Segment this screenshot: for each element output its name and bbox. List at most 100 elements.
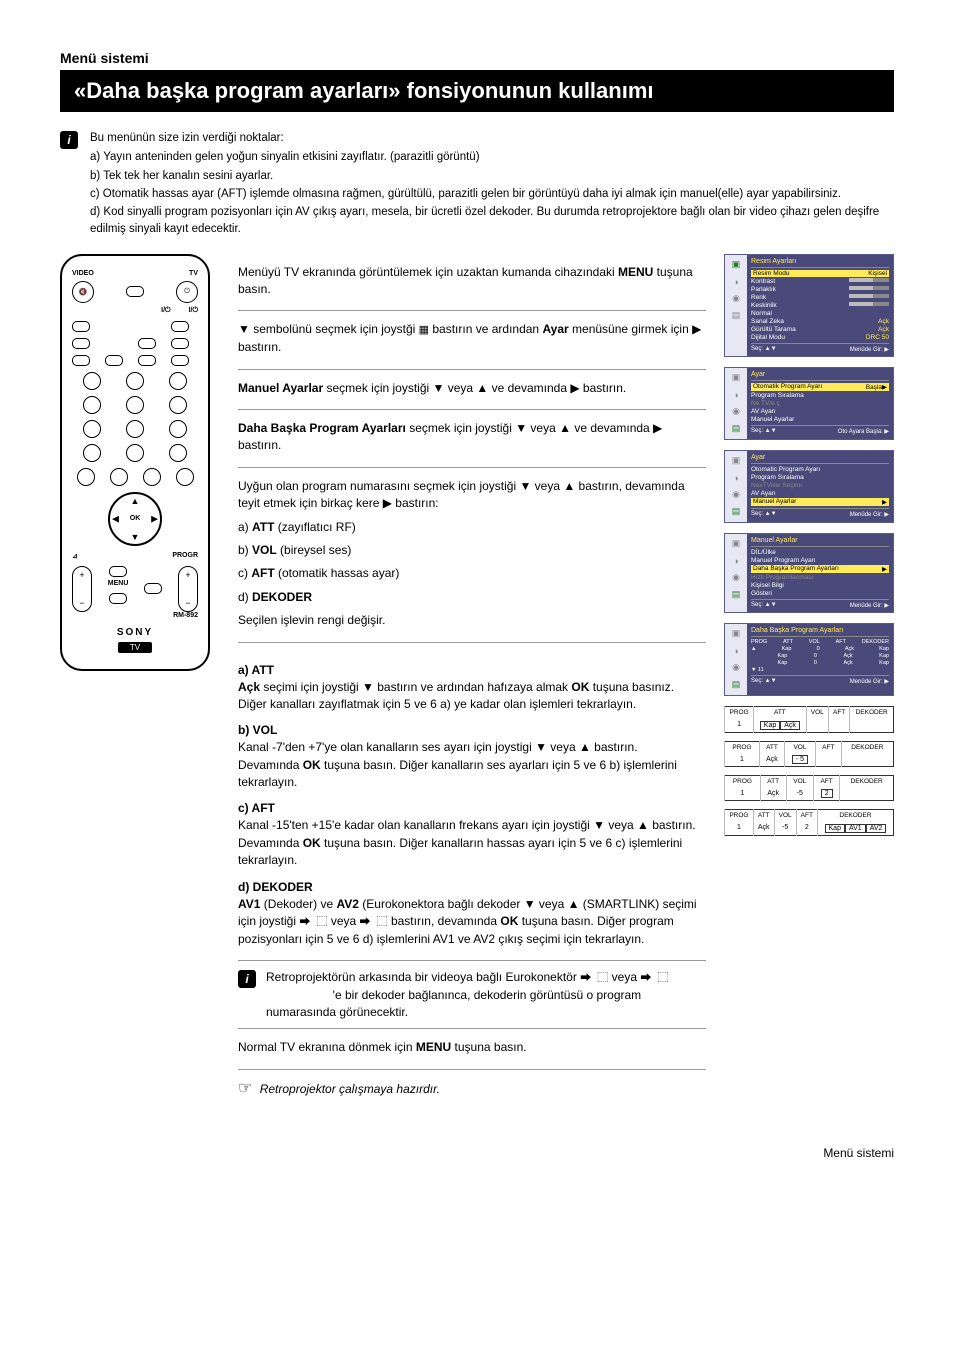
sub-label: ATT (252, 520, 274, 534)
step-text: ▼ sembolünü seçmek için joystği (238, 322, 419, 336)
mini-th: DEKODER (850, 706, 894, 718)
sub-heading: a) ATT (238, 663, 702, 677)
remote-joystick: ▲ ▼ ◀ ▶ OK (108, 492, 162, 546)
step-6b: b) VOL Kanal -7'den +7'ye olan kanalları… (238, 723, 702, 791)
remote-brand: SONY (72, 627, 198, 638)
info-icon: i (238, 970, 256, 988)
remote-btn (144, 583, 162, 594)
screen-sidebar: ▣◑◉▤ (725, 255, 747, 356)
screens-column: ▣◑◉▤Resim AyarlarıResim ModuKişiselKontr… (724, 254, 894, 844)
mini-th: VOL (806, 706, 828, 718)
remote-prog-rocker: +− (178, 566, 198, 612)
intro-block: i Bu menünün size izin verdiği noktalar:… (60, 130, 894, 240)
mini-th: AFT (813, 775, 839, 787)
screen-side-icon: ◉ (728, 571, 744, 585)
remote-menu-btn (109, 566, 127, 577)
screen-footer: Seç: ▲▼Menüde Gir: ▶ (751, 508, 889, 518)
step-sub: d) DEKODER (238, 589, 702, 606)
intro-lead: Bu menünün size izin verdiği noktalar: (90, 130, 894, 147)
sub-heading: b) VOL (238, 723, 702, 737)
screen-line: AV Ayarı (751, 490, 889, 497)
step-tail: Seçilen işlevin rengi değişir. (238, 612, 702, 629)
screen-sidebar: ▣◑◉▤ (725, 624, 747, 695)
screen-title: Daha Başka Program Ayarları (751, 627, 889, 637)
remote-video-label: VIDEO (72, 270, 94, 277)
joystick-left-icon: ◀ (112, 513, 119, 524)
step-6: a) ATT Açk seçimi için joystiği ▼ bastır… (238, 643, 706, 962)
remote-num-btn (83, 444, 101, 462)
remote-btn (72, 338, 90, 349)
screen-line: AV Ayarı (751, 408, 889, 415)
osd-screen: ▣◑◉▤Manuel AyarlarDİL/ÜlkeManuel Program… (724, 533, 894, 613)
screen-side-icon: ◑ (728, 554, 744, 568)
remote-num-btn (83, 396, 101, 414)
sub-text: (zayıflatıcı RF) (274, 520, 355, 534)
hand-icon: ☞ (238, 1080, 252, 1097)
screen-side-icon: ▤ (728, 588, 744, 602)
screen-line: Program Sıralama (751, 474, 889, 481)
mini-th: AFT (815, 741, 841, 753)
remote-btn (77, 468, 95, 486)
remote-btn (109, 593, 127, 604)
remote-btn (72, 355, 90, 366)
step-text: seçmek için joystiği ▼ veya ▲ ve devamın… (323, 381, 626, 395)
mini-th: ATT (753, 809, 774, 821)
screen-line: Kişisel Bilgi (751, 582, 889, 589)
remote-power-label: I/⏻ (161, 307, 170, 315)
step-bold: Daha Başka Program Ayarları (238, 421, 406, 435)
step-sub: b) VOL (bireysel ses) (238, 542, 702, 559)
screen-side-icon: ▤ (728, 505, 744, 519)
screen-line: Sanal ZekaAçk (751, 318, 889, 325)
bold-inline: AV2 (336, 897, 358, 911)
scart-icon: ⮕ ⬚ (360, 916, 388, 928)
screen-sidebar: ▣◑◉▤ (725, 368, 747, 439)
screen-line: Dijital ModuDRC 50 (751, 334, 889, 341)
osd-screen: ▣◑◉▤AyarOtomatic Program AyarıProgram Sı… (724, 450, 894, 523)
screen-line: Manuel Program Ayarı (751, 557, 889, 564)
mini-table: PROGATTVOLAFTDEKODER1Açk- 5 (724, 741, 894, 767)
scart-icon: ⮕ ⬚ (640, 972, 668, 984)
mini-th: DEKODER (840, 775, 894, 787)
mini-th: PROG (725, 706, 754, 718)
mini-th: VOL (786, 775, 813, 787)
intro-item: d) Kod sinyalli program pozisyonları içi… (90, 204, 894, 239)
screen-side-icon: ◉ (728, 488, 744, 502)
mini-th: ATT (754, 706, 806, 718)
step-1: Menüyü TV ekranında görüntülemek için uz… (238, 254, 706, 312)
screen-line: Manuel Ayarlar (751, 416, 889, 423)
section-label: Menü sistemi (60, 50, 894, 66)
joystick-down-icon: ▼ (131, 532, 140, 542)
screen-line: Hızlı Programlanması (751, 574, 889, 581)
screen-side-icon: ▣ (728, 258, 744, 272)
step-bold: MENU (618, 265, 653, 279)
bold-inline: OK (500, 914, 518, 928)
screen-title: Ayar (751, 371, 889, 381)
remote-btn (126, 286, 144, 297)
remote-btn (138, 338, 156, 349)
remote-btn (171, 355, 189, 366)
mini-table: PROGATTVOLAFTDEKODER1Açk-52 (724, 775, 894, 801)
remote-btn (171, 321, 189, 332)
screen-title: Resim Ayarları (751, 258, 889, 268)
screen-line: Kontrast (751, 278, 889, 285)
screen-line: Manuel Ayarlar▶ (751, 498, 889, 506)
screen-footer: Seç: ▲▼Menüde Gir: ▶ (751, 599, 889, 609)
remote-num-btn (126, 396, 144, 414)
step-5: Uyğun olan program numarasını seçmek içi… (238, 468, 706, 643)
step-sub: a) ATT (zayıflatıcı RF) (238, 519, 702, 536)
ready-text: Retroprojektor çalışmaya hazırdır. (260, 1082, 440, 1096)
sub-label: DEKODER (252, 590, 312, 604)
step-6d: d) DEKODER AV1 (Dekoder) ve AV2 (Eurokon… (238, 880, 702, 949)
screen-line: Renk (751, 294, 889, 301)
step-6c: c) AFT Kanal -15'ten +15'e kadar olan ka… (238, 801, 702, 869)
step-6a: a) ATT Açk seçimi için joystiği ▼ bastır… (238, 663, 702, 714)
sub-label: AFT (251, 566, 274, 580)
page-title-bar: «Daha başka program ayarları» fonsiyonun… (60, 70, 894, 112)
step-text: Normal TV ekranına dönmek için MENU tuşu… (238, 1039, 702, 1056)
remote-btn (105, 355, 123, 366)
remote-tv-badge: TV (118, 642, 152, 653)
remote-menu-label: MENU (108, 580, 129, 587)
mini-row: 1KapAçk (725, 718, 894, 733)
screen-side-icon: ◉ (728, 661, 744, 675)
sub-label: VOL (252, 543, 277, 557)
